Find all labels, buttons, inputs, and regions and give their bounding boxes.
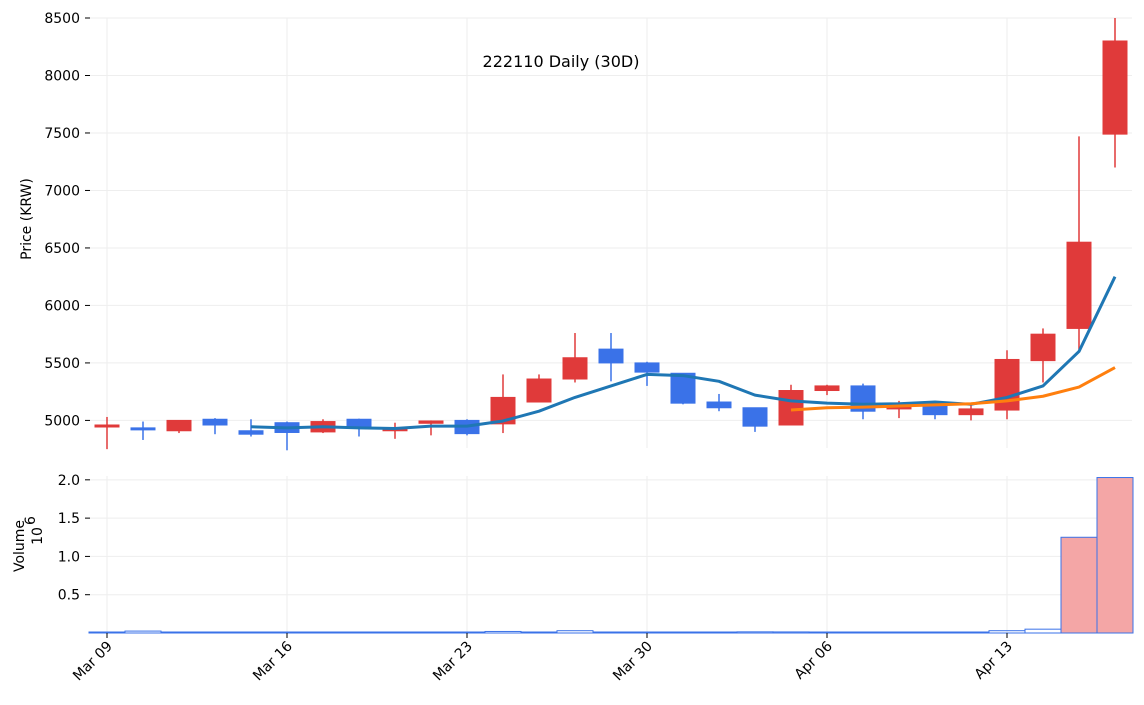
x-tick-label: Mar 16 xyxy=(250,638,296,684)
price-tick-label: 7500 xyxy=(44,126,80,142)
volume-bar xyxy=(1096,477,1134,634)
volume-axis-label: Volume xyxy=(12,520,28,572)
volume-bar xyxy=(340,631,378,634)
volume-bar xyxy=(592,631,630,634)
price-tick-label: 6500 xyxy=(44,241,80,257)
axes: 5000 5500 6000 6500 7000 7500 8000 8500 0.5 1.0 1.… xyxy=(44,11,1015,684)
candle-body xyxy=(418,420,444,424)
candle-body xyxy=(94,424,120,428)
volume-bars xyxy=(88,477,1134,634)
price-tick-label: 7000 xyxy=(44,183,80,199)
volume-bar xyxy=(376,631,414,634)
volume-bar xyxy=(160,631,198,634)
candle-body xyxy=(814,385,840,392)
x-tick-label: Mar 23 xyxy=(430,639,476,685)
volume-bar xyxy=(880,631,918,634)
volume-bar xyxy=(232,631,270,634)
candles xyxy=(94,18,1128,451)
volume-multiplier-base: 10 xyxy=(30,527,46,545)
volume-bar xyxy=(1060,536,1098,634)
volume-bar xyxy=(808,631,846,634)
volume-bar xyxy=(556,630,594,634)
volume-tick-label: 1.5 xyxy=(58,511,80,527)
volume-bar xyxy=(484,630,522,634)
volume-bar xyxy=(1024,628,1062,634)
candle-body xyxy=(202,418,228,426)
price-tick-label: 5000 xyxy=(44,413,80,429)
ma20-line xyxy=(790,366,1116,412)
volume-tick-label: 1.0 xyxy=(58,549,80,565)
candle-body xyxy=(130,427,156,431)
price-tick-label: 8500 xyxy=(44,11,80,27)
x-tick-label: Mar 30 xyxy=(610,639,656,685)
price-tick-label: 5500 xyxy=(44,356,80,372)
volume-bar xyxy=(196,631,234,634)
volume-bar xyxy=(916,631,954,634)
candle-body xyxy=(1030,333,1056,362)
candle-body xyxy=(634,362,660,373)
volume-bar xyxy=(412,631,450,634)
volume-bar xyxy=(304,631,342,634)
volume-multiplier: 10 6 xyxy=(23,516,46,545)
volume-multiplier-exp: 6 xyxy=(23,516,39,525)
candle-body xyxy=(526,378,552,403)
chart-title: 222110 Daily (30D) xyxy=(483,52,640,71)
volume-bar xyxy=(736,631,774,634)
candle-body xyxy=(1102,40,1128,135)
candle-body xyxy=(778,390,804,426)
grid-lines xyxy=(90,17,1132,633)
volume-bar xyxy=(952,631,990,634)
x-tick-label: Apr 13 xyxy=(972,639,1016,683)
volume-bar xyxy=(88,631,126,634)
candle-body xyxy=(166,419,192,432)
candle-body xyxy=(958,408,984,416)
ma5-line xyxy=(250,276,1117,430)
volume-bar xyxy=(448,631,486,634)
x-tick-label: Mar 09 xyxy=(70,639,116,685)
x-tick-label: Apr 06 xyxy=(792,638,836,682)
volume-bar xyxy=(628,631,666,634)
price-tick-label: 8000 xyxy=(44,68,80,84)
candle-body xyxy=(598,348,624,364)
volume-bar xyxy=(124,630,162,634)
y-axis-label: Price (KRW) xyxy=(19,178,35,260)
volume-bar xyxy=(268,631,306,634)
candle-body xyxy=(742,407,768,427)
volume-bar xyxy=(700,631,738,634)
candle-body xyxy=(706,401,732,409)
candle-body xyxy=(238,430,264,435)
volume-bar xyxy=(772,631,810,634)
volume-bar xyxy=(844,631,882,634)
moving-average-lines xyxy=(250,276,1117,430)
volume-tick-label: 2.0 xyxy=(58,473,80,489)
candle-body xyxy=(562,357,588,380)
candle-body xyxy=(922,404,948,416)
volume-bar xyxy=(664,631,702,634)
price-tick-label: 6000 xyxy=(44,298,80,314)
candle-body xyxy=(1066,241,1092,329)
volume-tick-label: 0.5 xyxy=(58,588,80,604)
candle-body xyxy=(346,418,372,428)
volume-bar xyxy=(520,631,558,634)
